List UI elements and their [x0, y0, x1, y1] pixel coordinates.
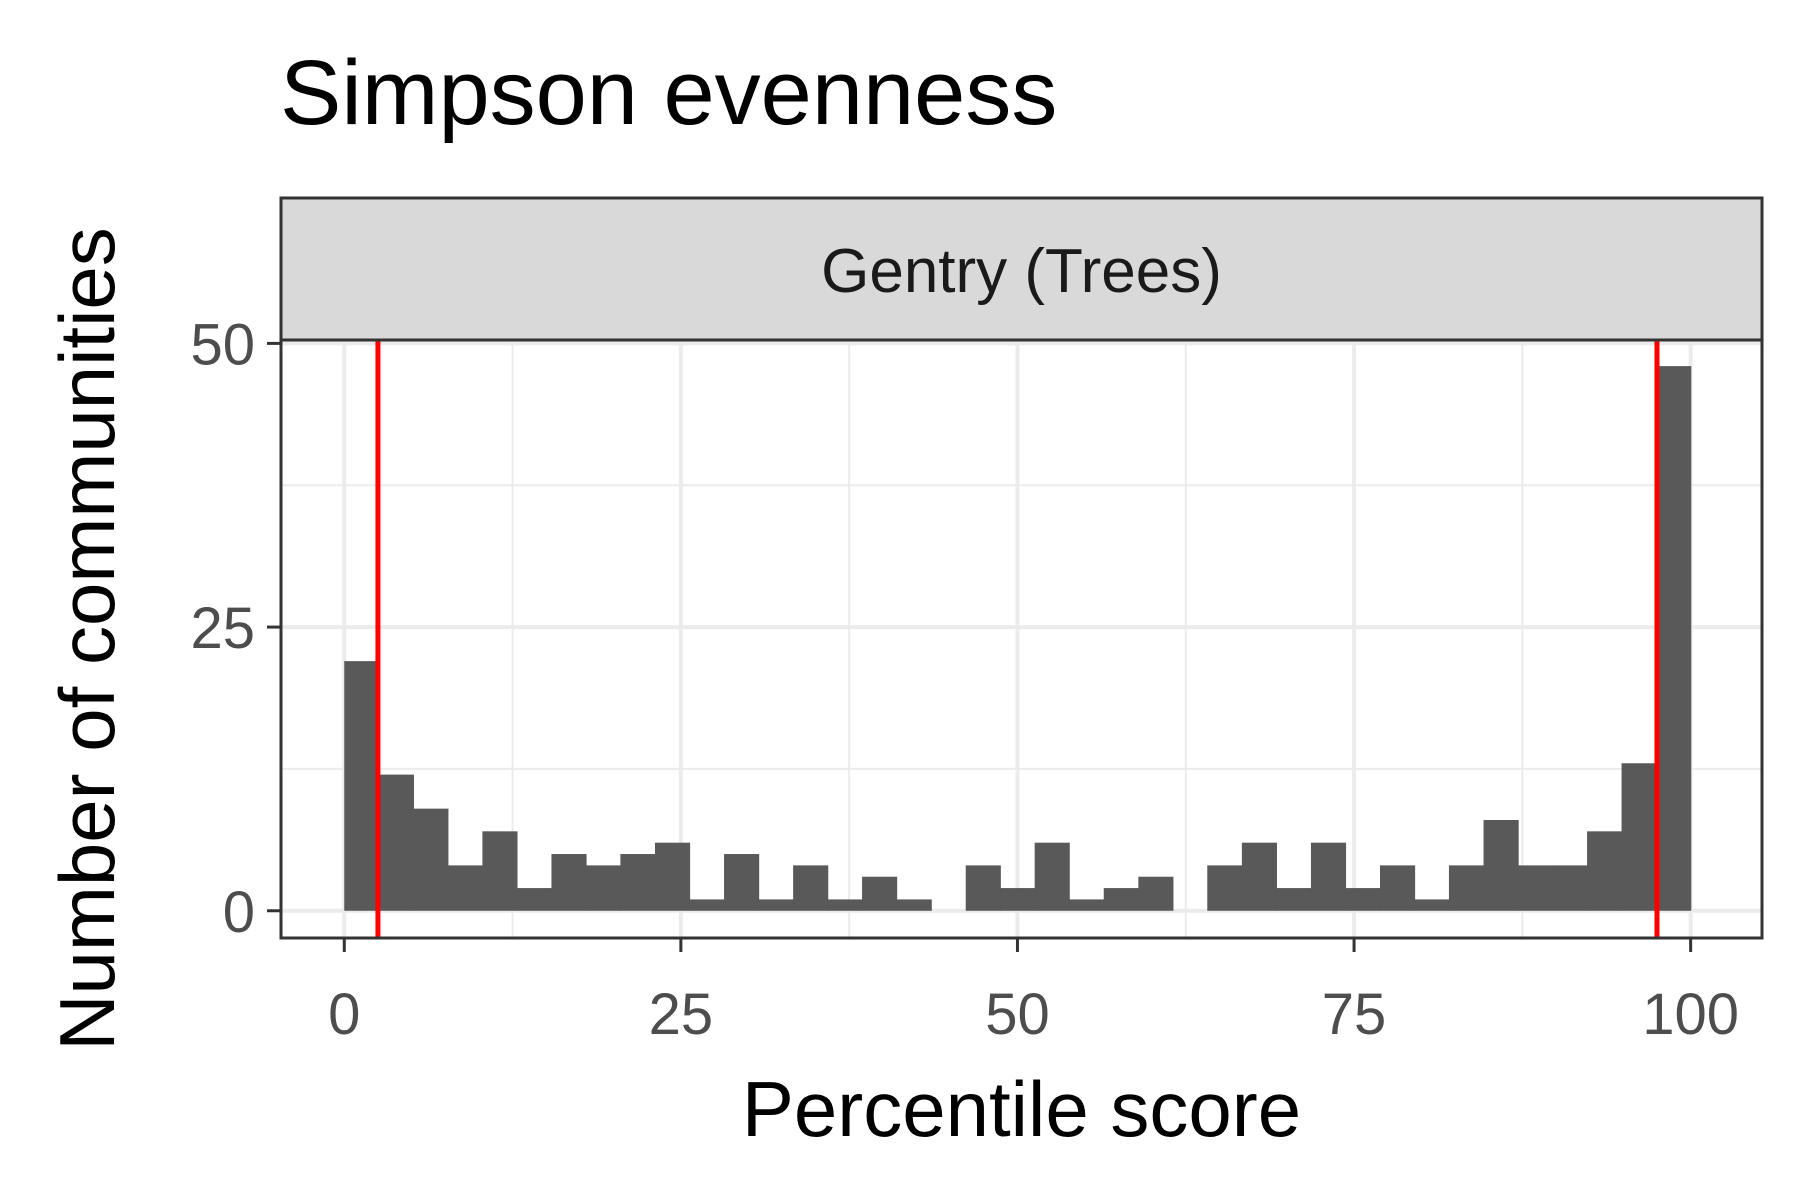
histogram-bar [965, 865, 1001, 911]
histogram-bar [1448, 865, 1485, 911]
histogram-bar [1276, 888, 1312, 911]
x-tick-label: 50 [985, 982, 1050, 1047]
histogram-bar [862, 876, 898, 911]
histogram-bars [344, 366, 1692, 911]
x-tick-label: 0 [328, 982, 360, 1047]
histogram-bar [1483, 819, 1519, 911]
facet-label: Gentry (Trees) [821, 237, 1222, 306]
histogram-bar [1518, 865, 1554, 911]
histogram-bar [551, 854, 587, 911]
histogram-bar [1000, 888, 1036, 911]
histogram-bar [516, 888, 552, 911]
histogram-bar [1552, 865, 1588, 911]
histogram-bar [1621, 763, 1657, 911]
axes: 0 25 50 75 100 0 25 50 [190, 312, 1739, 1047]
chart-title: Simpson evenness [280, 42, 1057, 144]
histogram-bar [654, 842, 691, 911]
y-axis-title: Number of communities [43, 227, 131, 1051]
histogram-bar [1103, 888, 1139, 911]
histogram-bar [1414, 899, 1450, 911]
facet-strip [279, 196, 1764, 342]
histogram-bar [724, 854, 760, 911]
x-axis-title: Percentile score [742, 1065, 1301, 1153]
histogram-bar [1207, 865, 1243, 911]
histogram-bar [1034, 842, 1070, 911]
histogram-bar [793, 865, 829, 911]
histogram-bar [1138, 876, 1174, 911]
histogram-bar [1310, 842, 1347, 911]
x-tick-label: 75 [1322, 982, 1387, 1047]
histogram-bar [447, 865, 483, 911]
histogram-bar [1380, 865, 1416, 911]
histogram-bar [689, 899, 725, 911]
histogram-bar [1345, 888, 1381, 911]
histogram-bar [1656, 366, 1692, 911]
histogram-bar [1069, 899, 1105, 911]
y-tick-label: 25 [190, 596, 255, 661]
histogram-bar [413, 808, 449, 911]
histogram-bar [378, 774, 414, 911]
histogram-bar [585, 865, 622, 911]
histogram-bar [758, 899, 794, 911]
histogram-bar [896, 899, 932, 911]
histogram-bar [1587, 831, 1623, 911]
histogram-bar [482, 831, 518, 911]
histogram-bar [344, 661, 380, 911]
x-tick-label: 100 [1642, 982, 1739, 1047]
histogram-bar [1241, 842, 1277, 911]
y-tick-label: 50 [190, 312, 255, 377]
panel-border [279, 338, 1764, 940]
histogram-bar [620, 854, 656, 911]
y-tick-label: 0 [223, 880, 255, 945]
reference-lines [375, 340, 1660, 938]
histogram-bar [827, 899, 863, 911]
x-tick-label: 25 [649, 982, 714, 1047]
